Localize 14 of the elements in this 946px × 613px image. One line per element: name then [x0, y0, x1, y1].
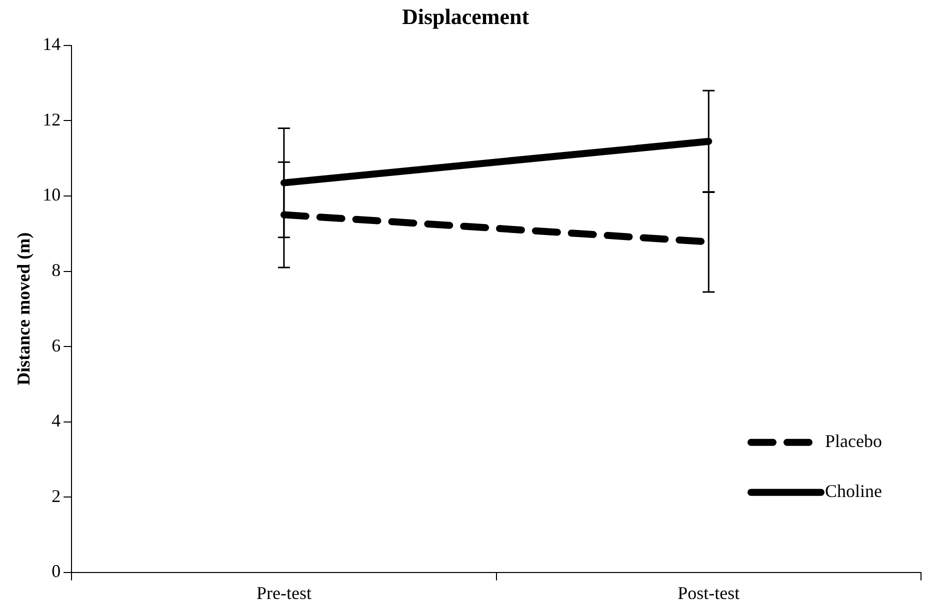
y-tick-label: 4 — [52, 410, 61, 431]
legend-label: Placebo — [825, 431, 882, 452]
x-tick-label: Post-test — [678, 582, 740, 603]
y-tick-label: 6 — [52, 335, 61, 356]
y-tick-label: 2 — [52, 486, 61, 506]
y-tick-label: 14 — [42, 34, 61, 54]
y-axis-title: Distance moved (m) — [13, 232, 34, 386]
legend-label: Choline — [825, 481, 882, 502]
y-tick-label: 10 — [42, 184, 61, 205]
y-tick-label: 0 — [52, 561, 61, 582]
y-tick-label: 12 — [42, 109, 61, 130]
chart-title: Displacement — [402, 4, 530, 29]
x-tick-label: Pre-test — [256, 582, 312, 603]
y-tick-label: 8 — [52, 260, 61, 280]
